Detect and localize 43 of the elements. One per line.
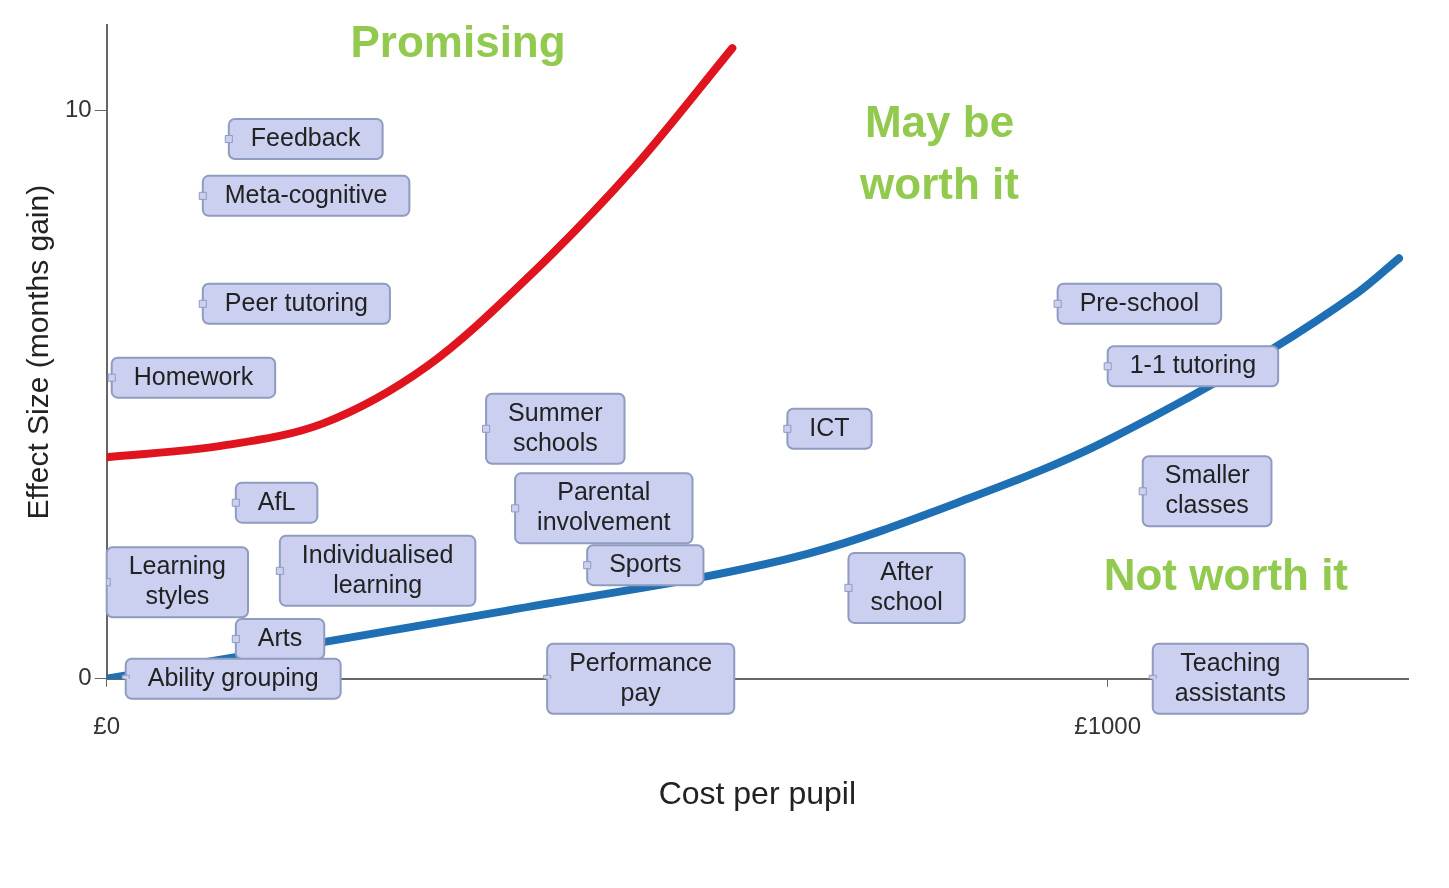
data-label: After school [870,556,943,615]
data-label: Learning styles [128,551,226,610]
x-tick-label: £0 [93,711,121,739]
point [511,504,520,513]
data-label: Meta-cognitive [224,179,388,208]
annotation: Promising [350,17,566,67]
data-label: 1-1 tutoring [1129,350,1257,379]
point [198,299,207,308]
data-label: Performance pay [569,647,713,706]
data-label: Pre-school [1079,287,1200,316]
point [1053,299,1062,308]
data-label: ICT [809,412,850,441]
point [482,424,491,433]
point [1103,362,1112,371]
point [275,566,284,575]
point [583,561,592,570]
data-label: Ability grouping [147,662,319,691]
point [198,191,207,200]
data-label: Arts [257,622,303,651]
data-label: Teaching assistants [1174,647,1286,706]
x-axis-title: Cost per pupil [658,774,857,811]
y-tick-label: 0 [78,663,92,691]
data-label: Sports [609,549,682,578]
data-label: AfL [257,486,296,515]
annotation: May be worth it [859,97,1020,209]
data-label: Peer tutoring [224,287,368,316]
data-label: Feedback [250,122,362,151]
x-tick-label: £1000 [1074,711,1142,739]
data-label: Summer schools [508,397,603,456]
y-axis-title: Effect Size (months gain) [21,184,55,520]
point [783,424,792,433]
point [1138,487,1147,496]
point [231,498,240,507]
point [844,583,853,592]
y-tick-label: 10 [64,95,92,123]
annotation: Not worth it [1103,549,1349,599]
point [107,373,116,382]
data-label: Smaller classes [1164,460,1250,519]
point [231,634,240,644]
data-label: Individualised learning [301,539,454,598]
point [224,135,233,144]
data-label: Parental involvement [537,477,671,536]
data-label: Homework [133,361,254,390]
